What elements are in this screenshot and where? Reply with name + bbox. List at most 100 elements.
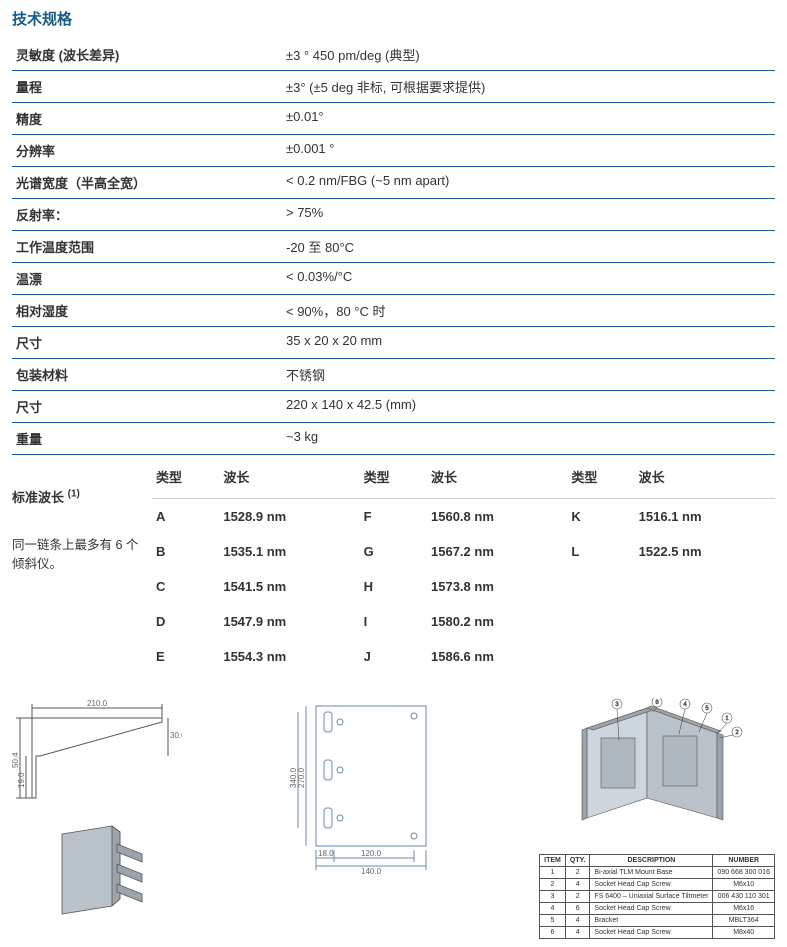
bom-table: ITEMQTY.DESCRIPTIONNUMBER12Bi-axial TLM …: [539, 854, 775, 939]
spec-label: 包装材料: [12, 359, 282, 391]
spec-row: 精度±0.01°: [12, 103, 775, 135]
wl-cell: 1560.8 nm: [427, 499, 567, 535]
wl-cell: G: [360, 534, 427, 569]
spec-label: 尺寸: [12, 391, 282, 423]
spec-row: 尺寸35 x 20 x 20 mm: [12, 327, 775, 359]
spec-table: 灵敏度 (波长差异)±3 ° 450 pm/deg (典型)量程±3° (±5 …: [12, 39, 775, 455]
svg-text:210.0: 210.0: [87, 699, 108, 708]
wl-cell: [567, 569, 634, 604]
wl-header: 类型: [152, 463, 219, 499]
spec-label: 灵敏度 (波长差异): [12, 39, 282, 71]
bom-row: 32FS 6400 – Uniaxial Surface Tiltmeter00…: [540, 891, 775, 903]
bom-cell: 5: [540, 915, 566, 927]
wl-header: 类型: [567, 463, 634, 499]
wavelength-label: 标准波长 (1): [12, 463, 144, 506]
wl-cell: 1573.8 nm: [427, 569, 567, 604]
bom-cell: 4: [565, 927, 590, 939]
bom-cell: Socket Head Cap Screw: [590, 879, 713, 891]
bom-header: DESCRIPTION: [590, 855, 713, 867]
spec-row: 尺寸220 x 140 x 42.5 (mm): [12, 391, 775, 423]
wl-header: 波长: [219, 463, 359, 499]
svg-text:50.4: 50.4: [12, 752, 20, 768]
bom-cell: Socket Head Cap Screw: [590, 927, 713, 939]
spec-value: ~3 kg: [282, 423, 775, 455]
wl-cell: 1567.2 nm: [427, 534, 567, 569]
spec-row: 反射率：> 75%: [12, 199, 775, 231]
spec-row: 相对湿度< 90%，80 °C 时: [12, 295, 775, 327]
bom-cell: M8x40: [713, 927, 775, 939]
bom-header: ITEM: [540, 855, 566, 867]
spec-label: 反射率：: [12, 199, 282, 231]
spec-value: ±0.001 °: [282, 135, 775, 167]
bom-cell: 4: [565, 879, 590, 891]
bom-cell: 2: [565, 891, 590, 903]
wl-cell: 1547.9 nm: [219, 604, 359, 639]
bom-row: 64Socket Head Cap ScrewM8x40: [540, 927, 775, 939]
wl-cell: D: [152, 604, 219, 639]
spec-label: 光谱宽度（半高全宽）: [12, 167, 282, 199]
wl-row: E1554.3 nmJ1586.6 nm: [152, 639, 775, 674]
wavelength-section: 标准波长 (1) 同一链条上最多有 6 个倾斜仪。 类型波长类型波长类型波长A1…: [12, 455, 775, 674]
bom-cell: Bracket: [590, 915, 713, 927]
wl-cell: H: [360, 569, 427, 604]
spec-label: 工作温度范围: [12, 231, 282, 263]
diagram-row: 210.0 50.4 19.0 30.0: [12, 698, 775, 939]
spec-label: 相对湿度: [12, 295, 282, 327]
spec-row: 分辨率±0.001 °: [12, 135, 775, 167]
wavelength-table: 类型波长类型波长类型波长A1528.9 nmF1560.8 nmK1516.1 …: [152, 463, 775, 674]
wl-header: 类型: [360, 463, 427, 499]
spec-value: > 75%: [282, 199, 775, 231]
wl-cell: [635, 639, 775, 674]
bom-cell: FS 6400 – Uniaxial Surface Tiltmeter: [590, 891, 713, 903]
wl-cell: K: [567, 499, 634, 535]
bom-header: QTY.: [565, 855, 590, 867]
bom-cell: 090 668 300 016: [713, 867, 775, 879]
wl-cell: [567, 604, 634, 639]
wl-cell: 1535.1 nm: [219, 534, 359, 569]
spec-row: 包装材料不锈钢: [12, 359, 775, 391]
bracket-iso-diagram: [42, 824, 152, 924]
bom-cell: M6x16: [713, 903, 775, 915]
spec-row: 光谱宽度（半高全宽）< 0.2 nm/FBG (~5 nm apart): [12, 167, 775, 199]
bom-cell: Socket Head Cap Screw: [590, 903, 713, 915]
wl-row: C1541.5 nmH1573.8 nm: [152, 569, 775, 604]
bom-cell: 006 430 110 301: [713, 891, 775, 903]
bom-cell: 6: [565, 903, 590, 915]
spec-value: ±0.01°: [282, 103, 775, 135]
wl-cell: [567, 639, 634, 674]
svg-text:30.0: 30.0: [170, 731, 182, 740]
svg-text:18.0: 18.0: [318, 849, 334, 858]
bom-cell: MBLT364: [713, 915, 775, 927]
wl-cell: 1522.5 nm: [635, 534, 775, 569]
wl-cell: 1528.9 nm: [219, 499, 359, 535]
mount-plate-diagram: 270.0 340.0 18.0 120.0 140.0: [286, 698, 436, 878]
bom-row: 54BracketMBLT364: [540, 915, 775, 927]
wl-cell: I: [360, 604, 427, 639]
wl-cell: E: [152, 639, 219, 674]
bom-cell: M6x10: [713, 879, 775, 891]
assembly-iso-diagram: 36 45 12: [567, 698, 747, 828]
bom-cell: 4: [540, 903, 566, 915]
bom-cell: 2: [540, 879, 566, 891]
bracket-outline-diagram: 210.0 50.4 19.0 30.0: [12, 698, 182, 808]
bom-row: 46Socket Head Cap ScrewM6x16: [540, 903, 775, 915]
bom-cell: 4: [565, 915, 590, 927]
svg-text:120.0: 120.0: [361, 849, 382, 858]
wl-row: A1528.9 nmF1560.8 nmK1516.1 nm: [152, 499, 775, 535]
spec-row: 灵敏度 (波长差异)±3 ° 450 pm/deg (典型): [12, 39, 775, 71]
spec-value: -20 至 80°C: [282, 231, 775, 263]
bom-cell: 1: [540, 867, 566, 879]
wl-cell: L: [567, 534, 634, 569]
svg-text:19.0: 19.0: [17, 772, 26, 788]
spec-label: 重量: [12, 423, 282, 455]
wl-header: 波长: [427, 463, 567, 499]
bom-cell: Bi-axial TLM Mount Base: [590, 867, 713, 879]
spec-value: < 90%，80 °C 时: [282, 295, 775, 327]
spec-row: 温漂< 0.03%/°C: [12, 263, 775, 295]
spec-row: 工作温度范围-20 至 80°C: [12, 231, 775, 263]
wl-cell: 1516.1 nm: [635, 499, 775, 535]
wl-cell: [635, 569, 775, 604]
wl-header: 波长: [635, 463, 775, 499]
bom-cell: 3: [540, 891, 566, 903]
spec-value: ±3° (±5 deg 非标, 可根据要求提供): [282, 71, 775, 103]
